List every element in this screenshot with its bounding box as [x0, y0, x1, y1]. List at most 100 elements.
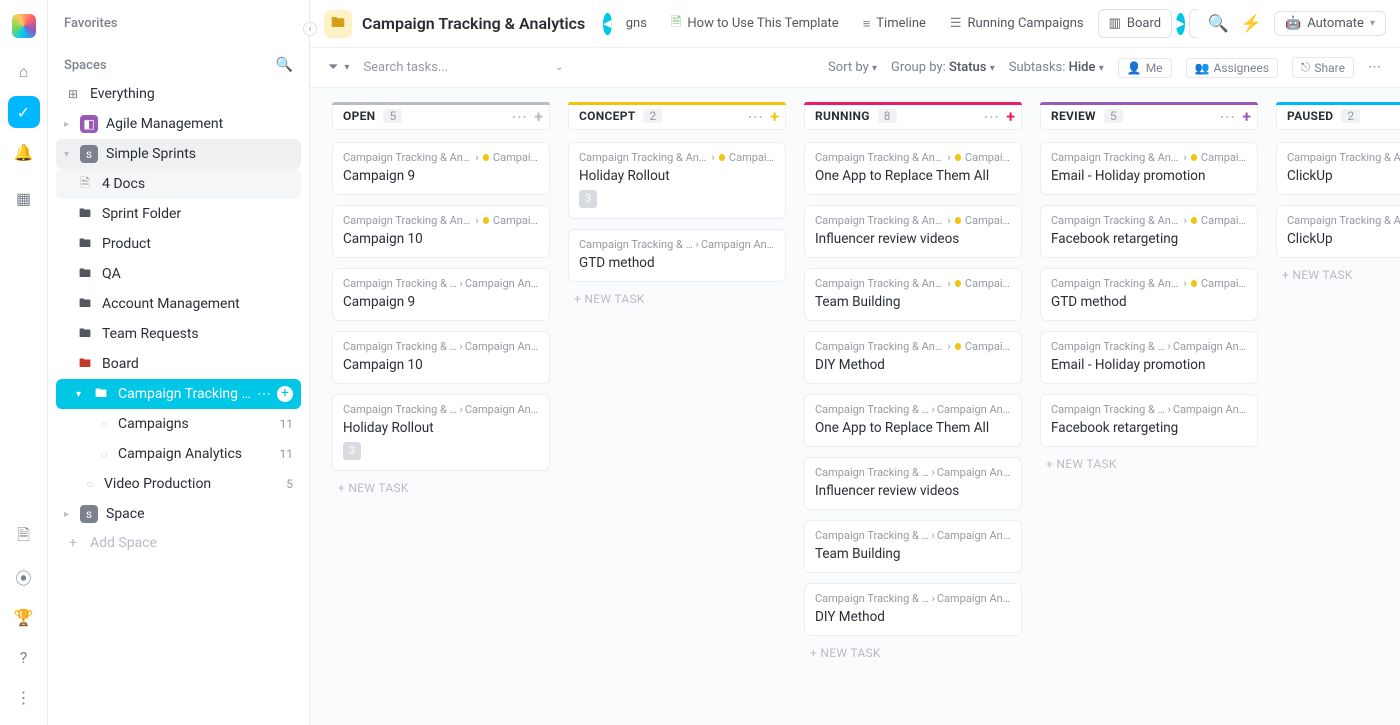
column-header[interactable]: .colhdr[data-id="OPEN"]::before{backgrou… — [332, 102, 550, 130]
column-more-icon[interactable]: ⋯ — [511, 107, 528, 126]
task-card[interactable]: Campaign Tracking & Analyti...›Campaig..… — [804, 205, 1022, 258]
sidebar-search-icon[interactable]: 🔍 — [276, 57, 293, 73]
tasks-icon[interactable]: ✓ — [8, 96, 40, 128]
sidebar-folder-product[interactable]: 🖿 Product — [56, 229, 301, 259]
task-card[interactable]: Campaign Tracking & Analyti...›Campaig..… — [332, 205, 550, 258]
toolbar-more-icon[interactable]: ⋯ — [1368, 60, 1382, 75]
sidebar-folder-campaign[interactable]: ▾ 🖿 Campaign Tracking & Analy... ⋯ + — [56, 379, 301, 409]
column-more-icon[interactable]: ⋯ — [983, 107, 1000, 126]
sidebar-list-video[interactable]: ○ Video Production 5 — [56, 469, 301, 499]
tab-board[interactable]: ▥Board — [1098, 9, 1173, 38]
sidebar-list-campaigns[interactable]: ○ Campaigns 11 — [56, 409, 301, 439]
task-card[interactable]: Campaign Tracking & Analyti...›Campaig..… — [1040, 205, 1258, 258]
sidebar-collapse-icon[interactable]: ‹ — [303, 22, 317, 36]
column-header[interactable]: .colhdr[data-id="REVIEW"]::before{backgr… — [1040, 102, 1258, 130]
task-card[interactable]: Campaign Tracking & An...›Campaign Anal.… — [332, 268, 550, 321]
task-card[interactable]: Campaign Tracking & An...›Campaign Anal.… — [332, 331, 550, 384]
spaces-header[interactable]: Spaces 🔍 — [56, 51, 301, 79]
task-card[interactable]: Campaign Tracking & Analyti...›Campaig..… — [1040, 142, 1258, 195]
sort-by-drop[interactable]: Sort by ▾ — [828, 60, 877, 75]
task-card[interactable]: Campaign Tracking & Analyti...›Campaig..… — [1040, 268, 1258, 321]
sidebar-space-sprints[interactable]: ▾ s Simple Sprints — [56, 139, 301, 169]
card-title: Facebook retargeting — [1051, 231, 1247, 247]
sidebar-everything[interactable]: ⊞ Everything — [56, 79, 301, 109]
folder-more-icon[interactable]: ⋯ — [257, 386, 271, 402]
new-task-button[interactable]: + NEW TASK — [1040, 447, 1258, 481]
new-task-button[interactable]: + NEW TASK — [1276, 258, 1400, 292]
sidebar-space-agile[interactable]: ▸ ◧ Agile Management — [56, 109, 301, 139]
tab-add-view[interactable]: +View — [1189, 9, 1198, 38]
task-card[interactable]: Campaign Tracking & Analyti...›Campaig..… — [332, 142, 550, 195]
task-card[interactable]: Campaign Tracking & An...›Campaign Anal.… — [804, 520, 1022, 573]
more-icon[interactable]: ⋮ — [8, 681, 40, 713]
me-filter[interactable]: 👤Me — [1118, 58, 1172, 78]
goals-icon[interactable]: 🏆 — [8, 601, 40, 633]
folder-icon: 🖿 — [76, 295, 94, 313]
new-task-button[interactable]: + NEW TASK — [332, 471, 550, 505]
tab-running[interactable]: ☰Running Campaigns — [940, 10, 1094, 37]
group-by-drop[interactable]: Group by: Status ▾ — [891, 60, 995, 75]
task-card[interactable]: Campaign Tracking & An...›Campaign Anal.… — [332, 394, 550, 471]
task-card[interactable]: Campaign Tracking & Analyti...›Campaig..… — [568, 142, 786, 219]
bolt-icon[interactable]: ⚡ — [1241, 14, 1262, 34]
home-icon[interactable]: ⌂ — [8, 56, 40, 88]
share-icon: ⎋ — [1301, 60, 1311, 75]
assignees-filter[interactable]: 👥Assignees — [1186, 58, 1278, 78]
task-card[interactable]: Campaign Tracking & An...›Campaign Anal.… — [804, 457, 1022, 510]
folder-add-icon[interactable]: + — [277, 386, 293, 402]
sidebar-folder-sprint[interactable]: 🖿 Sprint Folder — [56, 199, 301, 229]
search-icon[interactable]: 🔍 — [1208, 14, 1229, 34]
column-add-icon[interactable]: + — [770, 107, 779, 126]
tabs-scroll-left-icon[interactable]: ◀ — [603, 13, 611, 35]
task-card[interactable]: Campaign Tracking & An...›Campaign Anal.… — [804, 394, 1022, 447]
task-card[interactable]: Campaign Tracking & Analyti...›Campaig..… — [804, 268, 1022, 321]
column-header[interactable]: .colhdr[data-id="PAUSED"]::before{backgr… — [1276, 102, 1400, 130]
filter-icon: ⏷ — [328, 60, 338, 75]
task-card[interactable]: Campaign Tracking & An...›Campaign Anal.… — [1040, 331, 1258, 384]
task-card[interactable]: Campaign Tracking & An...›Campaign Anal.… — [804, 583, 1022, 636]
app-logo-icon[interactable] — [12, 14, 36, 38]
column-header[interactable]: .colhdr[data-id="CONCEPT"]::before{backg… — [568, 102, 786, 130]
chevron-down-icon: ▾ — [76, 389, 90, 400]
favorites-header[interactable]: Favorites — [56, 10, 301, 37]
tab-howto[interactable]: 🗎How to Use This Template — [661, 7, 849, 41]
sidebar-add-space[interactable]: + Add Space — [56, 529, 301, 557]
pulse-icon[interactable]: ⦿ — [8, 561, 40, 593]
sidebar-space-space[interactable]: ▸ s Space — [56, 499, 301, 529]
column-add-icon[interactable]: + — [1006, 107, 1015, 126]
folder-icon: 🖿 — [76, 235, 94, 253]
new-task-button[interactable]: + NEW TASK — [804, 636, 1022, 670]
column-more-icon[interactable]: ⋯ — [1219, 107, 1236, 126]
column-add-icon[interactable]: + — [534, 107, 543, 126]
task-card[interactable]: Campaign Tracking & An...›Campaign Anal.… — [1040, 394, 1258, 447]
task-search[interactable]: Search tasks... ⌄ — [363, 60, 563, 75]
subtasks-drop[interactable]: Subtasks: Hide ▾ — [1009, 60, 1104, 75]
task-card[interactable]: Campaign Tracking & Analyti...›Campaig..… — [804, 142, 1022, 195]
tab-timeline[interactable]: ≡Timeline — [853, 10, 936, 38]
notifications-icon[interactable]: 🔔 — [8, 136, 40, 168]
task-card[interactable]: Campaign Tracking & An...ClickUp — [1276, 205, 1400, 258]
column-add-icon[interactable]: + — [1242, 107, 1251, 126]
card-title: Facebook retargeting — [1051, 420, 1247, 436]
task-card[interactable]: Campaign Tracking & Analyti...›Campaig..… — [804, 331, 1022, 384]
sidebar-folder-account[interactable]: 🖿 Account Management — [56, 289, 301, 319]
share-button[interactable]: ⎋Share — [1292, 57, 1354, 78]
column-more-icon[interactable]: ⋯ — [747, 107, 764, 126]
automate-button[interactable]: 🤖 Automate ▾ — [1274, 11, 1386, 36]
tabs-scroll-right-icon[interactable]: ▶ — [1176, 13, 1184, 35]
apps-icon[interactable]: ▦ — [8, 182, 40, 214]
docs-icon[interactable]: 🗎 — [8, 521, 40, 553]
new-task-button[interactable]: + NEW TASK — [568, 282, 786, 316]
card-breadcrumb: Campaign Tracking & An...›Campaign Anal.… — [1051, 403, 1247, 416]
sidebar-folder-qa[interactable]: 🖿 QA — [56, 259, 301, 289]
task-card[interactable]: Campaign Tracking & An...›Campaign Anal.… — [568, 229, 786, 282]
help-icon[interactable]: ? — [8, 641, 40, 673]
column-header[interactable]: .colhdr[data-id="RUNNING"]::before{backg… — [804, 102, 1022, 130]
sidebar-docs[interactable]: 🗎 4 Docs — [56, 169, 301, 199]
filter-button[interactable]: ⏷▾ — [328, 60, 349, 75]
sidebar-folder-team[interactable]: 🖿 Team Requests — [56, 319, 301, 349]
sidebar-folder-board[interactable]: 🖿 Board — [56, 349, 301, 379]
tab-partial[interactable]: gns — [616, 10, 657, 37]
sidebar-list-analytics[interactable]: ○ Campaign Analytics 11 — [56, 439, 301, 469]
task-card[interactable]: Campaign Tracking & Ana...ClickUp — [1276, 142, 1400, 195]
